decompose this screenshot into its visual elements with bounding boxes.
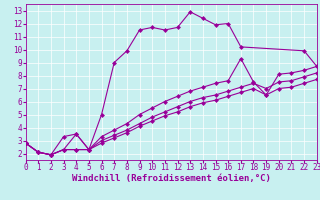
- X-axis label: Windchill (Refroidissement éolien,°C): Windchill (Refroidissement éolien,°C): [72, 174, 271, 183]
